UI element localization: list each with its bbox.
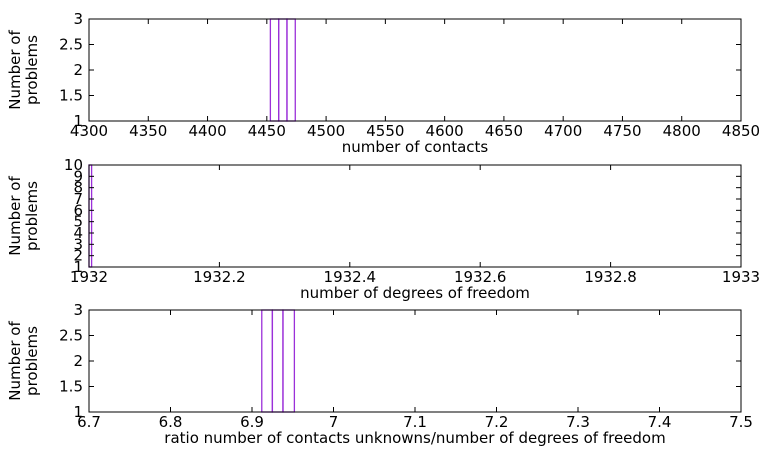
x-tick-label: 6.9 [240, 413, 264, 431]
y-axis-title-line: Number of [6, 321, 24, 401]
plot-frame [88, 18, 742, 122]
y-tick-label: 2 [73, 247, 83, 265]
histogram-bar [286, 18, 296, 122]
x-tick-label: 4750 [603, 122, 641, 140]
x-tick-label: 7.4 [648, 413, 672, 431]
x-tick-label: 7.5 [729, 413, 753, 431]
plot-frame [88, 309, 742, 413]
y-axis-title-line: Number of [6, 30, 24, 110]
histogram-bar [278, 18, 288, 122]
x-tick-label: 7.3 [566, 413, 590, 431]
x-tick-label: 1932.4 [324, 268, 377, 286]
y-tick-label: 10 [64, 156, 83, 174]
x-tick-label: 7.2 [485, 413, 509, 431]
y-axis-title-line: Number of [6, 176, 24, 256]
histogram-bar [269, 18, 280, 122]
y-tick-label: 6 [73, 201, 83, 219]
x-tick-label: 4650 [485, 122, 523, 140]
subplot-2: 1932 1932.2 1932.4 1932.6 1932.8 1933 12345678… [6, 156, 760, 302]
x-tick-label: 7 [329, 413, 339, 431]
x-tick-label: 4600 [426, 122, 464, 140]
y-axis-title-line: problems [23, 35, 41, 105]
subplot-1: 4300 4350 4400 4450 4500 4550 4600 4650 4700 4750… [6, 10, 760, 156]
y-tick-label: 4 [73, 224, 83, 242]
x-tick-label: 6.8 [159, 413, 183, 431]
x-tick-label: 4850 [722, 122, 760, 140]
x-tick-label: 4700 [544, 122, 582, 140]
y-tick-label: 7 [73, 190, 83, 208]
x-tick-label: 4400 [188, 122, 226, 140]
y-tick-label: 5 [73, 213, 83, 231]
y-tick-label: 3 [73, 235, 83, 253]
y-tick-label: 2.5 [59, 36, 83, 54]
y-tick-label: 1.5 [59, 87, 83, 105]
x-tick-label: 4550 [366, 122, 404, 140]
histogram-bar [282, 309, 296, 413]
x-tick-label: 1933 [722, 268, 760, 286]
y-axis-title-line: problems [23, 326, 41, 396]
y-tick-label: 3 [73, 10, 83, 28]
y-tick-label: 3 [73, 301, 83, 319]
x-tick-label: 4450 [248, 122, 286, 140]
x-tick-label: 4300 [70, 122, 108, 140]
y-tick-label: 2.5 [59, 327, 83, 345]
x-tick-label: 1932.2 [193, 268, 246, 286]
y-tick-label: 1 [73, 403, 83, 421]
y-tick-label: 2 [73, 352, 83, 370]
y-axis-title: Number ofproblems [6, 176, 41, 256]
x-tick-label: 1932.8 [584, 268, 637, 286]
x-axis-title: number of contacts [342, 138, 489, 156]
x-tick-label: 4350 [129, 122, 167, 140]
y-tick-label: 9 [73, 167, 83, 185]
plot-frame [88, 164, 742, 268]
y-tick-label: 1 [73, 112, 83, 130]
y-axis-title: Number ofproblems [6, 30, 41, 110]
y-tick-label: 1.5 [59, 378, 83, 396]
x-tick-label: 4500 [307, 122, 345, 140]
y-axis-title-line: problems [23, 181, 41, 251]
y-axis-title: Number ofproblems [6, 321, 41, 401]
x-tick-label: 4800 [663, 122, 701, 140]
x-axis-title: ratio number of contacts unknowns/number… [164, 429, 665, 447]
x-tick-label: 1932 [70, 268, 108, 286]
histogram-bar [261, 309, 274, 413]
y-tick-label: 8 [73, 179, 83, 197]
histogram-bar [271, 309, 284, 413]
y-tick-label: 1 [73, 258, 83, 276]
x-tick-label: 1932.6 [454, 268, 507, 286]
x-axis-title: number of degrees of freedom [300, 284, 530, 302]
x-tick-label: 6.7 [77, 413, 101, 431]
subplot-3: 6.7 6.8 6.9 7 7.1 7.2 7.3 7.4 7.5 1 1.5 2 2.5 3 ratio … [6, 301, 753, 447]
x-tick-label: 7.1 [403, 413, 427, 431]
y-tick-label: 2 [73, 61, 83, 79]
